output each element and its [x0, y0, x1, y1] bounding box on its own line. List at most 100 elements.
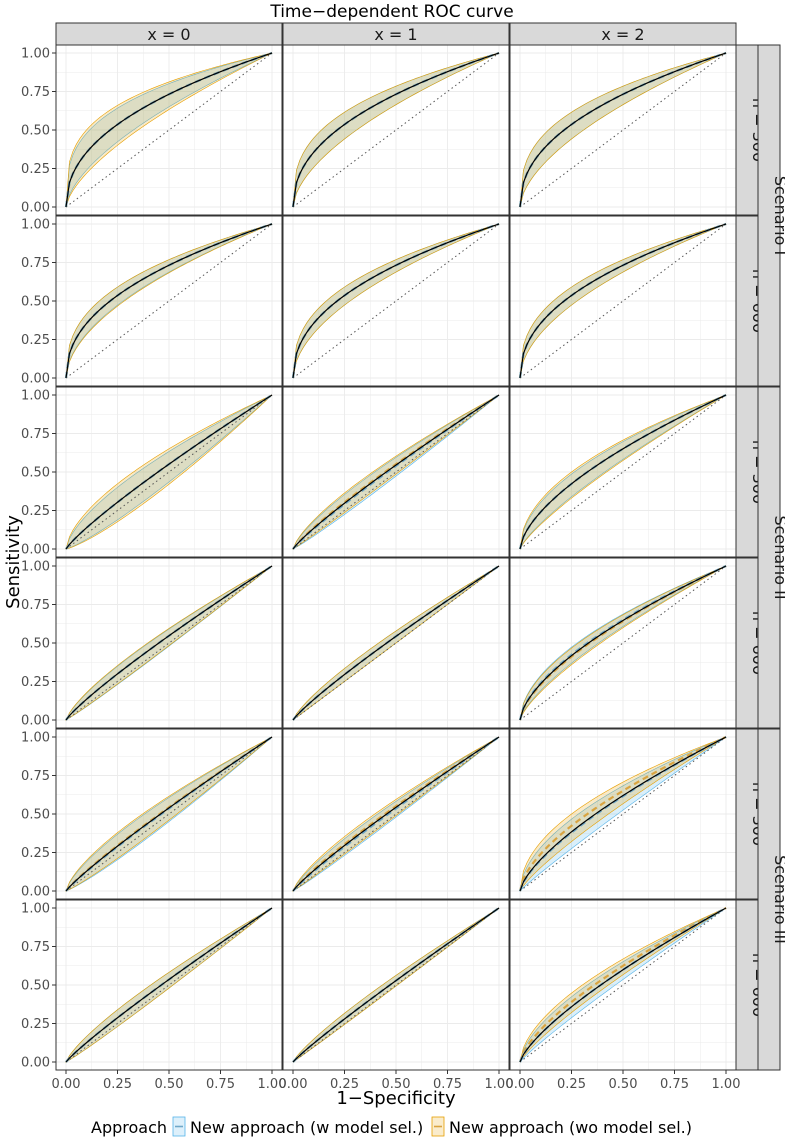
x-tick-label: 0.00: [52, 1077, 81, 1092]
panel-r6-c1: [55, 899, 283, 1071]
panel-grid: [510, 387, 736, 557]
panel-plot-area: [292, 907, 500, 1063]
panel-r1-c2: [282, 44, 510, 216]
panel-grid: [510, 558, 736, 728]
x-tick-label: 1.00: [485, 1077, 514, 1092]
panel-r5-c1: [55, 728, 283, 900]
panel-grid: [56, 900, 282, 1070]
y-tick-label: 1.00: [21, 218, 50, 233]
panel-r4-c1: [55, 557, 283, 729]
x-tick-label: 0.25: [103, 1077, 132, 1092]
y-tick-label: 1.00: [21, 47, 50, 62]
true-roc-curve: [519, 394, 727, 550]
panel-plot-area: [65, 394, 273, 550]
group-strip-2: Scenario II: [757, 386, 785, 729]
true-roc-curve: [65, 736, 273, 892]
panel-grid: [510, 45, 736, 215]
group-strip-label: Scenario III: [771, 855, 785, 944]
column-strip-label: x = 0: [147, 25, 190, 44]
true-roc-curve: [292, 394, 500, 550]
panel-plot-area: [64, 51, 273, 208]
panel-plot-area: [518, 51, 727, 208]
y-tick-label: 0.75: [21, 85, 50, 100]
x-tick-label: 0.75: [433, 1077, 462, 1092]
y-tick-label: 0.75: [21, 769, 50, 784]
y-tick-label: 0.75: [21, 427, 50, 442]
y-tick-label: 0.25: [21, 1017, 50, 1032]
legend: Approach New approach (w model sel.) New…: [91, 1116, 692, 1137]
y-tick-label: 0.75: [21, 598, 50, 613]
true-roc-curve: [519, 565, 727, 721]
chart-title: Time−dependent ROC curve: [269, 2, 513, 22]
true-roc-curve: [65, 907, 273, 1063]
strips-layer: x = 0x = 1x = 2n = 300n = 600n = 300n = …: [55, 22, 785, 1071]
y-tick-label: 0.25: [21, 504, 50, 519]
panel-r3-c1: [55, 386, 283, 558]
panel-plot-area: [292, 565, 500, 721]
panel-plot-area: [65, 736, 273, 892]
mean-curve-wo-model-sel: [292, 736, 500, 892]
y-tick-label: 0.50: [21, 979, 50, 994]
mean-curve-w-model-sel: [292, 394, 500, 550]
panel-plot-area: [291, 222, 500, 379]
x-tick-label: 1.00: [712, 1077, 741, 1092]
panel-r6-c2: [282, 899, 510, 1071]
true-roc-curve: [65, 52, 273, 208]
x-tick-label: 1.00: [258, 1077, 287, 1092]
panel-plot-area: [65, 565, 273, 721]
y-axis-title: Sensitivity: [3, 515, 24, 609]
y-tick-label: 0.25: [21, 162, 50, 177]
y-tick-label: 0.50: [21, 637, 50, 652]
panel-plot-area: [292, 736, 500, 892]
panel-r5-c3: [509, 728, 737, 900]
panel-r1-c3: [509, 44, 737, 216]
group-strip-background: [757, 728, 781, 1071]
panel-grid: [283, 216, 509, 386]
y-tick-label: 0.50: [21, 295, 50, 310]
group-strip-label: Scenario I: [771, 176, 785, 255]
y-tick-label: 0.00: [21, 372, 50, 387]
panel-plot-area: [292, 394, 500, 550]
panel-plot-area: [291, 51, 500, 208]
mean-curve-wo-model-sel: [292, 394, 500, 550]
y-tick-label: 0.25: [21, 846, 50, 861]
legend-label-wo-model-sel: New approach (wo model sel.): [449, 1118, 692, 1137]
panel-plot-area: [518, 394, 727, 550]
y-tick-label: 0.50: [21, 466, 50, 481]
x-axis-title: 1−Specificity: [336, 1088, 456, 1109]
true-roc-curve: [65, 223, 273, 379]
y-tick-label: 0.00: [21, 885, 50, 900]
x-tick-label: 0.50: [155, 1077, 184, 1092]
x-tick-label: 0.75: [660, 1077, 689, 1092]
column-strip-background: [282, 22, 510, 46]
true-roc-curve: [292, 736, 500, 892]
panel-r6-c3: [509, 899, 737, 1071]
y-tick-label: 1.00: [21, 560, 50, 575]
panel-grid: [56, 558, 282, 728]
panel-plot-area: [518, 222, 727, 379]
panel-grid: [283, 387, 509, 557]
panel-grid: [283, 729, 509, 899]
panel-plot-area: [518, 565, 727, 721]
panel-r3-c3: [509, 386, 737, 558]
x-tick-label: 0.75: [206, 1077, 235, 1092]
ticks-layer: 0.000.250.500.751.000.000.250.500.751.00…: [21, 47, 740, 1093]
panel-border: [282, 386, 510, 558]
panel-grid: [510, 900, 736, 1070]
y-tick-label: 0.00: [21, 201, 50, 216]
panel-border: [282, 215, 510, 387]
panel-grid: [56, 387, 282, 557]
group-strip-label: Scenario II: [771, 515, 785, 599]
y-tick-label: 0.00: [21, 1056, 50, 1071]
true-roc-curve: [519, 736, 727, 892]
x-tick-label: 0.00: [506, 1077, 535, 1092]
y-tick-label: 0.25: [21, 675, 50, 690]
true-roc-curve: [65, 394, 273, 550]
mean-curve-wo-model-sel: [518, 736, 727, 892]
y-tick-label: 0.00: [21, 543, 50, 558]
y-tick-label: 1.00: [21, 389, 50, 404]
y-tick-label: 0.75: [21, 256, 50, 271]
legend-label-w-model-sel: New approach (w model sel.): [190, 1118, 423, 1137]
y-tick-label: 0.25: [21, 333, 50, 348]
